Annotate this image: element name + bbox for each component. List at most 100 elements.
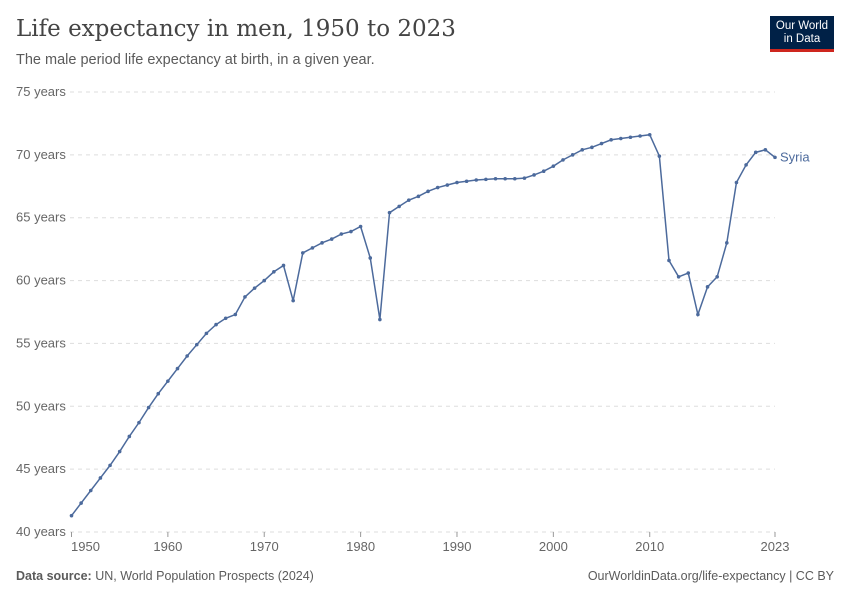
data-point xyxy=(291,298,295,303)
data-source: Data source: UN, World Population Prospe… xyxy=(16,569,314,583)
data-point xyxy=(773,155,777,160)
data-point xyxy=(252,286,257,290)
data-point xyxy=(541,169,546,173)
x-tick-label: 1970 xyxy=(250,539,279,554)
y-tick-label: 75 years xyxy=(16,84,66,99)
data-point xyxy=(493,176,498,181)
source-text: UN, World Population Prospects (2024) xyxy=(95,569,314,583)
y-tick-label: 50 years xyxy=(16,398,66,413)
y-tick-label: 60 years xyxy=(16,273,66,288)
data-point xyxy=(696,312,700,317)
y-tick-label: 40 years xyxy=(16,524,66,539)
series-line xyxy=(70,133,776,517)
y-tick-label: 65 years xyxy=(16,210,66,225)
data-point xyxy=(590,145,594,150)
data-point xyxy=(281,263,286,268)
data-point xyxy=(647,132,652,137)
line-chart: 40 years 45 years 50 years 55 years 60 years… xyxy=(16,84,810,554)
x-tick-label: 2000 xyxy=(539,539,568,554)
data-point xyxy=(204,331,209,336)
data-point xyxy=(657,154,662,158)
y-tick-label: 45 years xyxy=(16,461,66,476)
data-point xyxy=(580,148,585,152)
data-point xyxy=(79,501,83,505)
y-tick-label: 70 years xyxy=(16,147,66,162)
data-point xyxy=(753,150,758,155)
data-point xyxy=(339,232,344,236)
data-point xyxy=(705,285,710,289)
data-point xyxy=(484,177,488,182)
data-point xyxy=(744,163,748,167)
data-point xyxy=(667,258,671,263)
data-point xyxy=(137,420,141,425)
chart-subtitle: The male period life expectancy at birth… xyxy=(16,52,375,68)
data-point xyxy=(127,434,132,439)
data-point xyxy=(320,241,324,245)
source-label: Data source: xyxy=(16,569,92,583)
series-label: Syria xyxy=(780,149,810,164)
x-tick-label: 2023 xyxy=(761,539,790,554)
data-point xyxy=(686,271,691,275)
data-point xyxy=(108,463,112,468)
data-point xyxy=(474,178,479,182)
data-point xyxy=(406,198,411,202)
data-point xyxy=(88,488,93,493)
data-point xyxy=(223,316,228,321)
data-point xyxy=(426,189,430,194)
data-point xyxy=(98,476,103,480)
chart-title: Life expectancy in men, 1950 to 2023 xyxy=(16,16,456,42)
data-point xyxy=(233,312,238,317)
data-point xyxy=(166,379,170,383)
x-tick-label: 1950 xyxy=(71,539,100,554)
data-point xyxy=(551,164,556,168)
data-point xyxy=(609,137,613,142)
data-point xyxy=(513,176,517,181)
data-point xyxy=(522,176,527,180)
data-point xyxy=(676,275,681,279)
data-point xyxy=(725,241,729,245)
data-point xyxy=(146,405,151,410)
x-tick-label: 1960 xyxy=(153,539,182,554)
data-point xyxy=(368,256,373,260)
data-point xyxy=(300,251,305,255)
data-point xyxy=(464,179,469,184)
data-point xyxy=(194,342,199,347)
data-point xyxy=(185,354,189,358)
data-point xyxy=(715,275,719,279)
x-tick-label: 1990 xyxy=(443,539,472,554)
data-point xyxy=(156,391,161,396)
data-point xyxy=(445,183,450,187)
data-point xyxy=(243,295,247,299)
data-point xyxy=(358,224,363,229)
data-point xyxy=(561,158,565,162)
data-point xyxy=(175,366,180,371)
data-point xyxy=(503,176,507,181)
data-point xyxy=(734,180,739,185)
data-point xyxy=(532,173,536,177)
data-point xyxy=(262,278,267,283)
data-point xyxy=(329,237,334,241)
data-point xyxy=(397,204,401,209)
data-point xyxy=(387,210,392,215)
data-point xyxy=(599,141,604,146)
data-point xyxy=(628,135,633,140)
data-point xyxy=(455,180,459,185)
x-tick-label: 2010 xyxy=(635,539,664,554)
data-point xyxy=(117,449,122,454)
data-point xyxy=(378,317,382,322)
data-point xyxy=(435,185,440,190)
data-point xyxy=(763,148,768,152)
data-point xyxy=(272,269,276,274)
data-point xyxy=(416,194,421,199)
data-point xyxy=(349,229,353,234)
y-tick-label: 55 years xyxy=(16,335,66,350)
data-point xyxy=(619,136,623,141)
footer-link[interactable]: OurWorldinData.org/life-expectancy | CC … xyxy=(587,569,834,583)
data-point xyxy=(310,246,315,250)
data-point xyxy=(570,153,575,157)
data-point xyxy=(214,322,218,327)
data-point xyxy=(69,513,74,518)
x-tick-label: 1980 xyxy=(346,539,375,554)
data-point xyxy=(638,134,642,138)
owid-logo[interactable]: Our World in Data xyxy=(770,16,834,52)
